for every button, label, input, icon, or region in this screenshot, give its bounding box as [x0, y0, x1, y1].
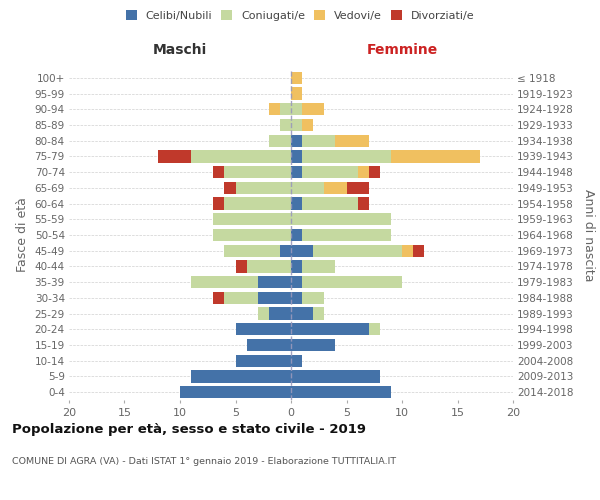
Bar	[291, 134, 302, 147]
Bar	[402, 244, 413, 257]
Y-axis label: Fasce di età: Fasce di età	[16, 198, 29, 272]
Y-axis label: Anni di nascita: Anni di nascita	[582, 188, 595, 281]
Bar	[302, 150, 391, 162]
Legend: Celibi/Nubili, Coniugati/e, Vedovi/e, Divorziati/e: Celibi/Nubili, Coniugati/e, Vedovi/e, Di…	[121, 6, 479, 25]
Bar	[191, 276, 258, 288]
Bar	[302, 103, 325, 116]
Bar	[214, 229, 291, 241]
Bar	[214, 292, 224, 304]
Bar	[369, 166, 380, 178]
Bar	[191, 150, 291, 162]
Bar	[302, 119, 313, 131]
Bar	[269, 103, 280, 116]
Text: COMUNE DI AGRA (VA) - Dati ISTAT 1° gennaio 2019 - Elaborazione TUTTITALIA.IT: COMUNE DI AGRA (VA) - Dati ISTAT 1° genn…	[12, 458, 396, 466]
Bar	[214, 213, 291, 226]
Bar	[291, 229, 302, 241]
Bar	[325, 182, 347, 194]
Bar	[358, 166, 369, 178]
Bar	[302, 276, 402, 288]
Bar	[302, 229, 391, 241]
Bar	[158, 150, 191, 162]
Bar	[291, 182, 325, 194]
Bar	[235, 260, 247, 272]
Bar	[247, 260, 291, 272]
Bar	[214, 198, 224, 209]
Bar	[235, 323, 291, 336]
Bar	[369, 323, 380, 336]
Bar	[358, 198, 369, 209]
Bar	[180, 386, 291, 398]
Bar	[335, 134, 368, 147]
Bar	[280, 244, 291, 257]
Bar	[235, 354, 291, 367]
Text: Femmine: Femmine	[367, 44, 437, 58]
Bar	[291, 244, 313, 257]
Bar	[224, 292, 258, 304]
Bar	[214, 166, 224, 178]
Bar	[291, 72, 302, 84]
Bar	[291, 150, 302, 162]
Bar	[291, 276, 302, 288]
Bar	[280, 103, 291, 116]
Bar	[347, 182, 368, 194]
Bar	[258, 308, 269, 320]
Bar	[291, 198, 302, 209]
Bar	[291, 339, 335, 351]
Bar	[269, 308, 291, 320]
Bar	[302, 134, 335, 147]
Bar	[302, 166, 358, 178]
Bar	[291, 292, 302, 304]
Bar	[413, 244, 424, 257]
Bar	[235, 182, 291, 194]
Bar	[302, 198, 358, 209]
Bar	[291, 354, 302, 367]
Bar	[313, 308, 325, 320]
Bar	[291, 119, 302, 131]
Bar	[224, 198, 291, 209]
Bar	[258, 292, 291, 304]
Bar	[313, 244, 402, 257]
Bar	[302, 260, 335, 272]
Bar	[291, 323, 369, 336]
Bar	[191, 370, 291, 382]
Bar	[291, 103, 302, 116]
Bar	[224, 244, 280, 257]
Bar	[258, 276, 291, 288]
Bar	[224, 166, 291, 178]
Bar	[291, 213, 391, 226]
Bar	[291, 260, 302, 272]
Bar	[302, 292, 325, 304]
Bar	[291, 88, 302, 100]
Text: Popolazione per età, sesso e stato civile - 2019: Popolazione per età, sesso e stato civil…	[12, 422, 366, 436]
Bar	[247, 339, 291, 351]
Bar	[291, 386, 391, 398]
Bar	[291, 166, 302, 178]
Bar	[224, 182, 235, 194]
Bar	[280, 119, 291, 131]
Bar	[291, 308, 313, 320]
Text: Maschi: Maschi	[153, 44, 207, 58]
Bar	[269, 134, 291, 147]
Bar	[391, 150, 480, 162]
Bar	[291, 370, 380, 382]
